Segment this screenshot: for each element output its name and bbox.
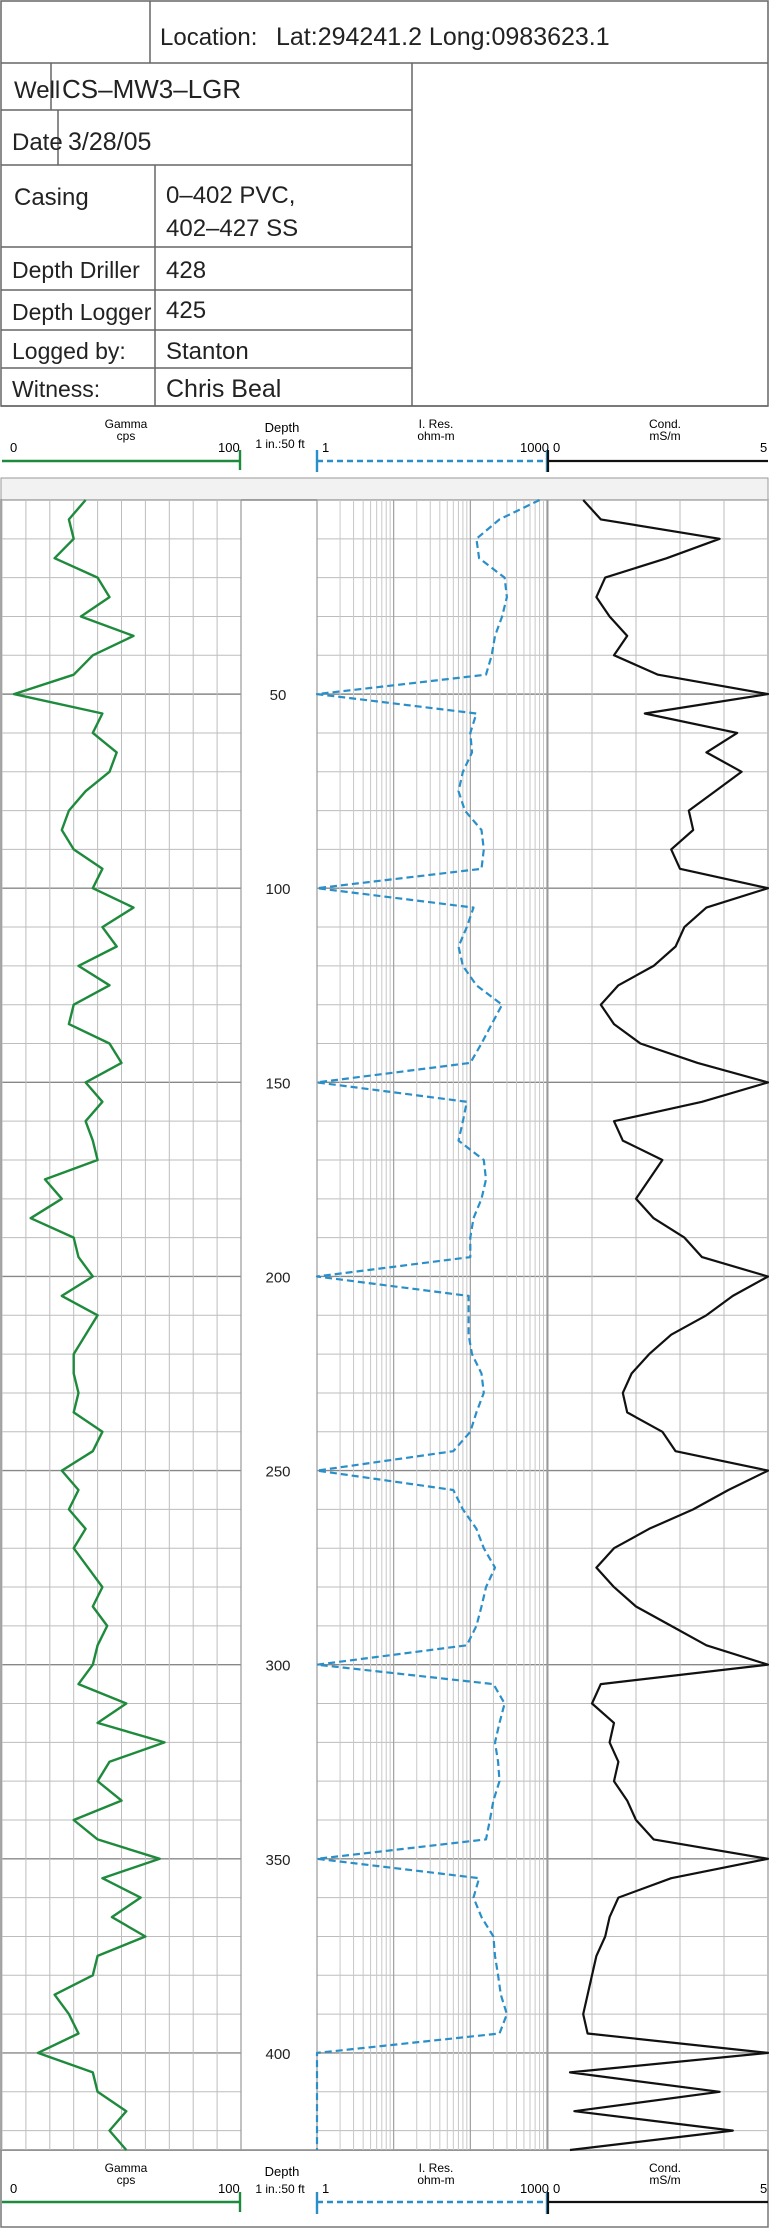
depth-tick-label: 400 — [265, 2046, 290, 2063]
depth-tick-label: 50 — [270, 687, 287, 704]
depth-tick-label: 250 — [265, 1464, 290, 1481]
depth-track-title-bottom: Depth — [265, 2164, 300, 2179]
casing-value-line2: 402–427 SS — [166, 215, 298, 242]
depth-track-title: Depth — [265, 420, 300, 435]
log-body-frame — [1, 500, 768, 2150]
depth-logger-value: 425 — [166, 297, 206, 324]
casing-label: Casing — [14, 184, 89, 211]
conductivity-track-min-bottom: 0 — [553, 2181, 560, 2196]
location-value: Lat:294241.2 Long:0983623.1 — [276, 23, 610, 51]
gamma-track-min-bottom: 0 — [10, 2181, 17, 2196]
depth-logger-label: Depth Logger — [12, 299, 152, 325]
header-text: Location: Lat:294241.2 Long:0983623.1 We… — [12, 23, 610, 403]
conductivity-track-max-bottom: 5 — [760, 2181, 767, 2196]
depth-track-scale-bottom: 1 in.:50 ft — [255, 2182, 305, 2196]
conductivity-track-max: 5 — [760, 440, 767, 455]
resistivity-track-max: 1000 — [520, 440, 549, 455]
well-label: Well — [14, 77, 60, 104]
top-scale-bar: Gamma cps 0 100 Depth 1 in.:50 ft I. Res… — [1, 406, 768, 500]
casing-value-line1: 0–402 PVC, — [166, 182, 295, 209]
witness-value: Chris Beal — [166, 375, 281, 403]
conductivity-track-unit: mS/m — [649, 429, 680, 443]
conductivity-track-unit-bottom: mS/m — [649, 2173, 680, 2187]
location-label: Location: — [160, 24, 257, 51]
bottom-scale-bar: Gamma cps 0 100 Depth 1 in.:50 ft I. Res… — [1, 2150, 768, 2227]
resistivity-track-min: 1 — [322, 440, 329, 455]
well-value: CS–MW3–LGR — [62, 74, 241, 104]
resistivity-track-min-bottom: 1 — [322, 2181, 329, 2196]
gamma-track-unit: cps — [117, 429, 136, 443]
conductivity-track-min: 0 — [553, 440, 560, 455]
resistivity-track-max-bottom: 1000 — [520, 2181, 549, 2196]
witness-label: Witness: — [12, 376, 100, 402]
depth-tick-label: 150 — [265, 1075, 290, 1092]
resistivity-track-unit-bottom: ohm-m — [417, 2173, 454, 2187]
date-label: Date — [12, 129, 63, 156]
resistivity-track-unit: ohm-m — [417, 429, 454, 443]
gamma-track-max-bottom: 100 — [218, 2181, 240, 2196]
date-value: 3/28/05 — [68, 128, 151, 156]
logged-by-label: Logged by: — [12, 338, 126, 364]
gamma-track-max: 100 — [218, 440, 240, 455]
depth-track-scale: 1 in.:50 ft — [255, 437, 305, 451]
depth-tick-label: 300 — [265, 1658, 290, 1675]
depth-driller-label: Depth Driller — [12, 257, 140, 283]
depth-tick-label: 350 — [265, 1852, 290, 1869]
depth-driller-value: 428 — [166, 257, 206, 284]
gamma-track-unit-bottom: cps — [117, 2173, 136, 2187]
depth-tick-label: 100 — [265, 881, 290, 898]
depth-tick-label: 200 — [265, 1269, 290, 1286]
gamma-track-min: 0 — [10, 440, 17, 455]
logged-by-value: Stanton — [166, 338, 249, 365]
log-grid — [1, 500, 768, 2150]
